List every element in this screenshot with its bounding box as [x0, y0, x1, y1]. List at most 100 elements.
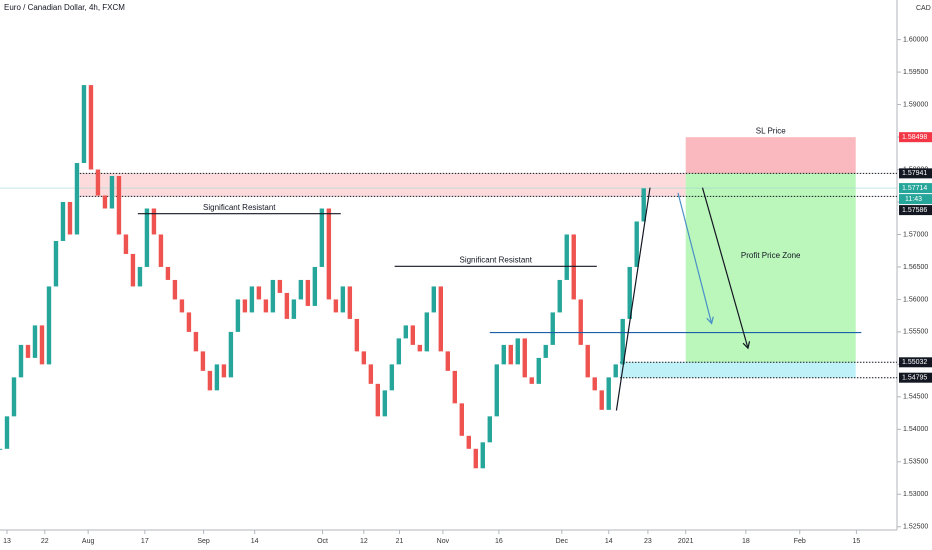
candle — [396, 338, 402, 365]
zone-label: SL Price — [756, 126, 786, 135]
candle — [389, 364, 395, 391]
candle — [438, 286, 444, 352]
x-tick-label: Sep — [197, 538, 210, 545]
candle — [235, 299, 241, 332]
candle — [347, 286, 353, 319]
candle — [186, 312, 192, 332]
candle — [39, 325, 45, 365]
candle — [326, 208, 332, 300]
candle — [473, 448, 478, 469]
candle — [165, 266, 171, 280]
y-tick-label: 1.52500 — [903, 524, 928, 531]
zone-label: Profit Price Zone — [741, 251, 801, 260]
candle — [466, 435, 471, 449]
candle — [172, 279, 178, 300]
y-tick-label: 1.59500 — [903, 69, 928, 76]
candle — [480, 442, 485, 469]
candle — [368, 364, 374, 384]
price-label-bg — [899, 357, 932, 368]
candle — [487, 416, 492, 443]
price-label-bg — [899, 205, 932, 216]
y-tick-label: 1.54000 — [903, 426, 928, 433]
candle — [221, 364, 227, 378]
x-tick-label: 21 — [396, 538, 404, 545]
candle — [179, 299, 185, 313]
candle — [361, 351, 367, 365]
candle — [410, 325, 416, 345]
candle — [151, 208, 157, 235]
candle — [312, 266, 318, 306]
candle — [102, 195, 108, 209]
candle — [256, 286, 262, 300]
zone — [685, 137, 856, 174]
candle — [592, 377, 597, 391]
candle — [144, 208, 150, 267]
y-tick-label: 1.56000 — [903, 296, 928, 303]
candle — [445, 351, 451, 371]
price-label: 1.57941 — [902, 170, 927, 177]
candle — [522, 338, 527, 378]
x-tick-label: Aug — [82, 538, 95, 545]
candle — [158, 234, 164, 267]
x-tick-label: Nov — [437, 538, 450, 545]
candle — [515, 338, 520, 365]
candle — [536, 357, 541, 384]
candle — [543, 344, 548, 358]
price-label: 1.55032 — [902, 359, 927, 366]
candle — [571, 234, 576, 300]
candle — [529, 377, 534, 384]
zone — [79, 173, 686, 197]
x-tick-label: Dec — [556, 538, 569, 545]
candle — [249, 286, 255, 313]
candle — [284, 292, 290, 319]
price-label: 1.54795 — [902, 375, 927, 382]
price-label-bg — [899, 132, 932, 143]
candle — [452, 370, 457, 404]
candle — [95, 169, 101, 196]
zone — [685, 173, 856, 363]
price-label-bg — [899, 372, 932, 383]
candle — [291, 299, 297, 319]
candle — [109, 176, 115, 209]
candle — [193, 331, 199, 352]
candle — [32, 325, 38, 358]
candle — [424, 312, 430, 352]
countdown: 11:43 — [905, 196, 922, 203]
candle — [130, 253, 136, 287]
price-label: 1.57714 — [902, 185, 927, 192]
candle — [634, 221, 639, 267]
candle — [67, 201, 73, 235]
x-tick-label: 22 — [41, 538, 49, 545]
candle — [319, 208, 325, 267]
candle — [340, 286, 346, 313]
x-tick-label: 23 — [644, 538, 652, 545]
candle — [354, 318, 360, 352]
candle — [641, 188, 646, 222]
candle — [53, 240, 59, 287]
candle — [228, 331, 234, 378]
candle — [417, 344, 423, 352]
currency: CAD — [916, 5, 931, 12]
trend-line — [677, 192, 713, 324]
y-tick-label: 1.59000 — [903, 101, 928, 108]
candle — [277, 279, 283, 293]
y-tick-label: 1.54500 — [903, 394, 928, 401]
trend-line — [701, 187, 749, 349]
candle — [305, 279, 311, 306]
y-tick-label: 1.60000 — [903, 36, 928, 43]
y-tick-label: 1.53500 — [903, 459, 928, 466]
candle — [214, 364, 220, 391]
candle — [459, 403, 464, 436]
candle — [74, 163, 80, 235]
candle — [599, 390, 604, 410]
price-label-bg — [899, 183, 932, 194]
candle — [298, 279, 304, 300]
candle — [627, 266, 632, 319]
candle — [25, 344, 31, 358]
line-label: Significant Resistant — [459, 255, 532, 264]
zone — [619, 362, 856, 378]
x-tick-label: 2021 — [678, 538, 694, 545]
countdown-bg — [899, 194, 932, 205]
candle — [123, 234, 129, 254]
